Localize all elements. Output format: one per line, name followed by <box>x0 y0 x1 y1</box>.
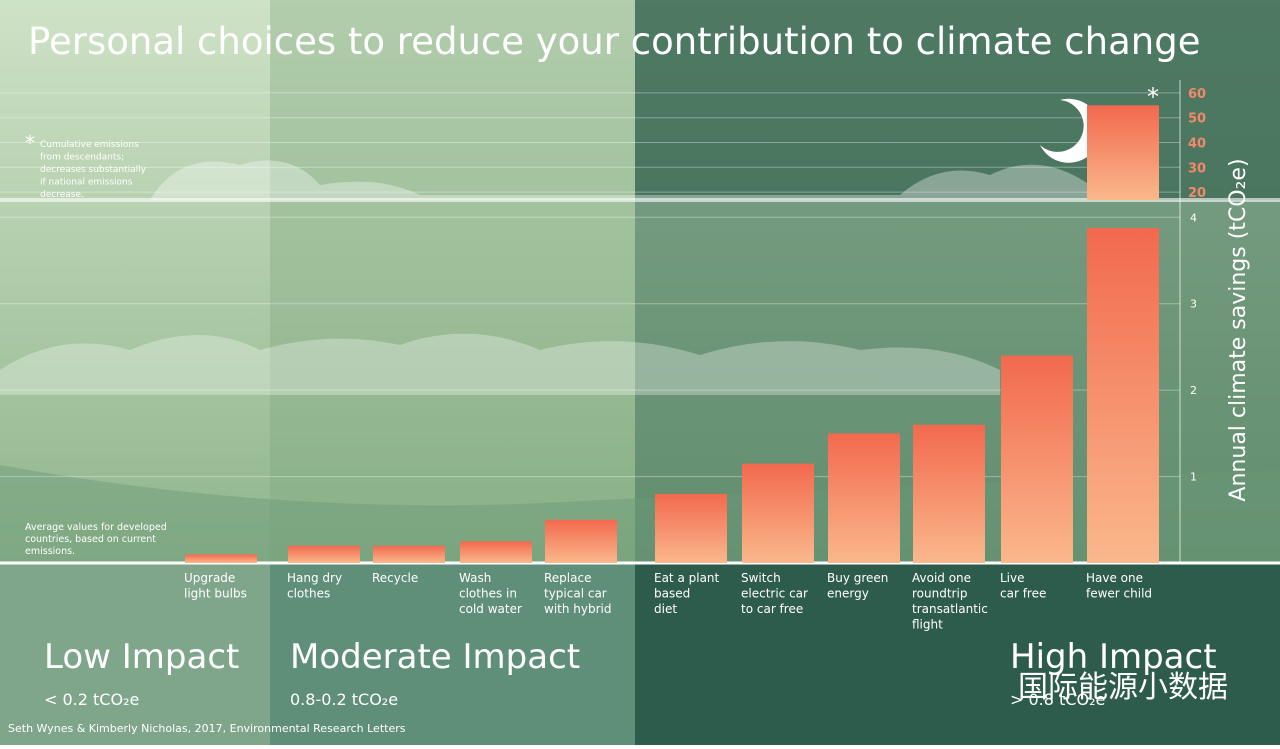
note-asterisk: * <box>25 131 35 155</box>
category-label: Recycle <box>372 571 418 585</box>
y-tick-label: 4 <box>1190 211 1197 224</box>
note-line: if national emissions <box>40 178 133 188</box>
category-label: Switch electric car to car free <box>741 571 808 616</box>
group-name: High Impact <box>1010 637 1217 677</box>
category-label-line: fewer child <box>1086 587 1152 601</box>
category-label-line: Eat a plant <box>654 571 720 585</box>
note-line: Cumulative emissions <box>40 140 139 150</box>
y2-tick-label: 40 <box>1188 137 1206 152</box>
bar <box>828 433 900 563</box>
group-range: > 0.8 tCO₂e <box>1010 690 1105 709</box>
category-label-line: Avoid one <box>912 571 971 585</box>
category-label-line: electric car <box>741 587 808 601</box>
category-label: Eat a plant based diet <box>654 571 720 616</box>
category-label-line: Live <box>1000 571 1025 585</box>
category-label-line: typical car <box>544 587 607 601</box>
category-label-line: Wash <box>459 571 491 585</box>
y-tick-label: 2 <box>1190 384 1197 397</box>
category-label-line: Hang dry <box>287 571 342 585</box>
category-label-line: Have one <box>1086 571 1143 585</box>
footnote-line: Average values for developed <box>25 522 167 533</box>
footnote: Average values for developed countries, b… <box>25 522 167 557</box>
note-line: from descendants; <box>40 153 124 163</box>
category-label-line: Upgrade <box>184 571 235 585</box>
source: Seth Wynes & Kimberly Nicholas, 2017, En… <box>8 722 406 735</box>
category-label-line: transatlantic <box>912 602 988 616</box>
bar <box>913 424 985 563</box>
y2-tick-label: 20 <box>1188 186 1206 201</box>
group-range: 0.8-0.2 tCO₂e <box>290 690 398 709</box>
bar-lower <box>1087 228 1159 563</box>
bar <box>742 463 814 563</box>
category-label: Replace typical car with hybrid <box>544 571 611 616</box>
category-label: Hang dry clothes <box>287 571 342 601</box>
note-line: decrease. <box>40 190 84 200</box>
category-label-line: Recycle <box>372 571 418 585</box>
category-label-line: clothes <box>287 587 330 601</box>
watermark: 国际能源小数据 <box>1018 670 1228 705</box>
footnote-line: emissions. <box>25 546 75 557</box>
group-name: Moderate Impact <box>290 637 580 677</box>
note: Cumulative emissions from descendants; dec… <box>40 140 147 200</box>
group-range: < 0.2 tCO₂e <box>44 690 139 709</box>
category-label-line: light bulbs <box>184 587 247 601</box>
category-label-line: with hybrid <box>544 602 611 616</box>
bar-asterisk: * <box>1147 83 1159 111</box>
bar <box>288 545 360 563</box>
category-label-line: Buy green <box>827 571 888 585</box>
category-label-line: based <box>654 587 690 601</box>
group-name: Low Impact <box>44 637 239 677</box>
y-axis-label: Annual climate savings (tCO₂e) <box>1226 158 1251 501</box>
category-label-line: Replace <box>544 571 591 585</box>
bar-upper <box>1087 105 1159 200</box>
category-label: Wash clothes in cold water <box>459 571 522 616</box>
category-label: Have one fewer child <box>1086 571 1152 601</box>
category-label-line: flight <box>912 618 943 632</box>
category-label-line: diet <box>654 602 677 616</box>
bar <box>460 541 532 563</box>
category-label: Live car free <box>1000 571 1046 601</box>
category-label-line: cold water <box>459 602 522 616</box>
category-label-line: car free <box>1000 587 1046 601</box>
title: Personal choices to reduce your contribu… <box>28 20 1200 63</box>
category-label-line: energy <box>827 587 869 601</box>
y2-tick-label: 30 <box>1188 161 1206 176</box>
y2-tick-label: 60 <box>1188 87 1206 102</box>
bar <box>373 545 445 563</box>
category-label-line: to car free <box>741 602 803 616</box>
y2-tick-label: 50 <box>1188 112 1206 127</box>
footnote-line: countries, based on current <box>25 534 156 545</box>
category-label-line: roundtrip <box>912 587 967 601</box>
bar <box>1001 355 1073 563</box>
category-label-line: clothes in <box>459 587 517 601</box>
bar <box>545 519 617 563</box>
y-tick-label: 1 <box>1190 471 1197 484</box>
category-label-line: Switch <box>741 571 781 585</box>
bar <box>185 554 257 563</box>
category-label: Upgrade light bulbs <box>184 571 247 601</box>
category-label: Buy green energy <box>827 571 888 601</box>
note-line: decreases substantially <box>40 165 147 175</box>
y-tick-label: 3 <box>1190 298 1197 311</box>
bar <box>655 493 727 563</box>
category-label: Avoid one roundtrip transatlantic flight <box>912 571 988 632</box>
